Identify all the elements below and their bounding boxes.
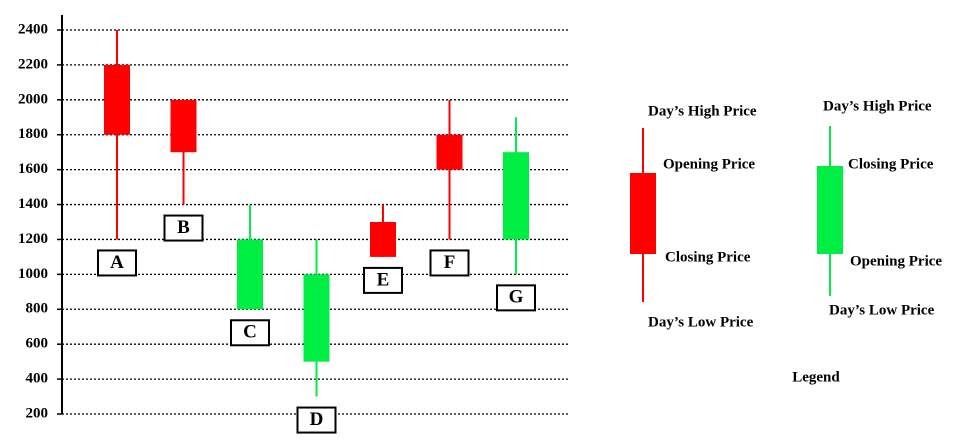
- candle-body: [237, 239, 263, 310]
- x-tick-label: E: [377, 269, 390, 290]
- category-box: [363, 266, 403, 294]
- x-tick-label: B: [177, 217, 190, 238]
- candle-body: [436, 134, 463, 170]
- legend-label: Day’s Low Price: [829, 302, 935, 318]
- legend: Day’s High Price Opening Price Closing P…: [630, 98, 942, 385]
- y-tick-label: 1200: [18, 231, 48, 247]
- x-tick-label: D: [310, 409, 324, 430]
- legend-body: [630, 173, 656, 254]
- y-tick-label: 1800: [18, 126, 48, 142]
- y-tick-label: 1000: [18, 266, 48, 282]
- category-box: [163, 214, 204, 242]
- y-tick-label: 200: [26, 405, 49, 421]
- candle-body: [370, 222, 396, 257]
- candle-body: [303, 274, 330, 362]
- y-tick-label: 2200: [18, 56, 48, 72]
- y-tick-label: 400: [26, 371, 49, 387]
- y-tick-label: 2000: [18, 91, 48, 107]
- y-tick-label: 1400: [18, 196, 48, 212]
- candle-body: [170, 99, 197, 153]
- x-tick-label: C: [243, 322, 257, 343]
- y-tick-label: 1600: [18, 161, 48, 177]
- legend-label: Opening Price: [663, 156, 755, 172]
- legend-label: Day’s High Price: [823, 98, 932, 114]
- legend-label: Closing Price: [848, 156, 934, 172]
- category-box: [429, 249, 470, 277]
- category-box: [496, 284, 536, 312]
- y-tick-label: 2400: [18, 21, 48, 37]
- category-box: [230, 319, 270, 347]
- legend-label: Day’s High Price: [648, 103, 757, 119]
- legend-body: [817, 166, 843, 254]
- x-tick-label: A: [110, 252, 124, 273]
- candle-body: [104, 64, 130, 135]
- category-box: [296, 406, 337, 434]
- legend-title: Legend: [792, 369, 840, 385]
- legend-label: Opening Price: [850, 253, 942, 269]
- legend-label: Day’s Low Price: [648, 314, 754, 330]
- y-tick-label: 800: [26, 301, 49, 317]
- x-tick-label: F: [444, 252, 456, 273]
- category-box: [97, 249, 137, 277]
- legend-label: Closing Price: [665, 249, 751, 265]
- candle-body: [503, 152, 529, 240]
- x-tick-label: G: [509, 287, 524, 308]
- y-tick-label: 600: [26, 336, 49, 352]
